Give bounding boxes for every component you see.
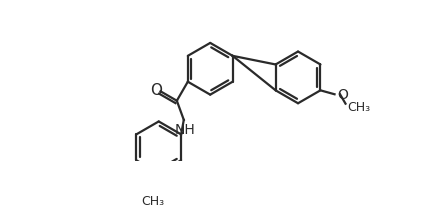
Text: CH₃: CH₃ xyxy=(347,101,370,114)
Text: CH₃: CH₃ xyxy=(141,194,164,206)
Text: NH: NH xyxy=(174,123,195,137)
Text: O: O xyxy=(151,83,162,98)
Text: O: O xyxy=(338,88,349,102)
